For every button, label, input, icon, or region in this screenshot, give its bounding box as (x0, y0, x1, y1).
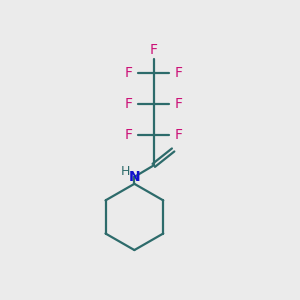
Text: F: F (125, 66, 133, 80)
Text: F: F (175, 97, 182, 111)
Text: F: F (175, 128, 182, 142)
Text: F: F (125, 97, 133, 111)
Text: F: F (150, 43, 158, 57)
Text: N: N (129, 170, 140, 184)
Text: H: H (120, 165, 130, 178)
Text: F: F (125, 128, 133, 142)
Text: F: F (175, 66, 182, 80)
